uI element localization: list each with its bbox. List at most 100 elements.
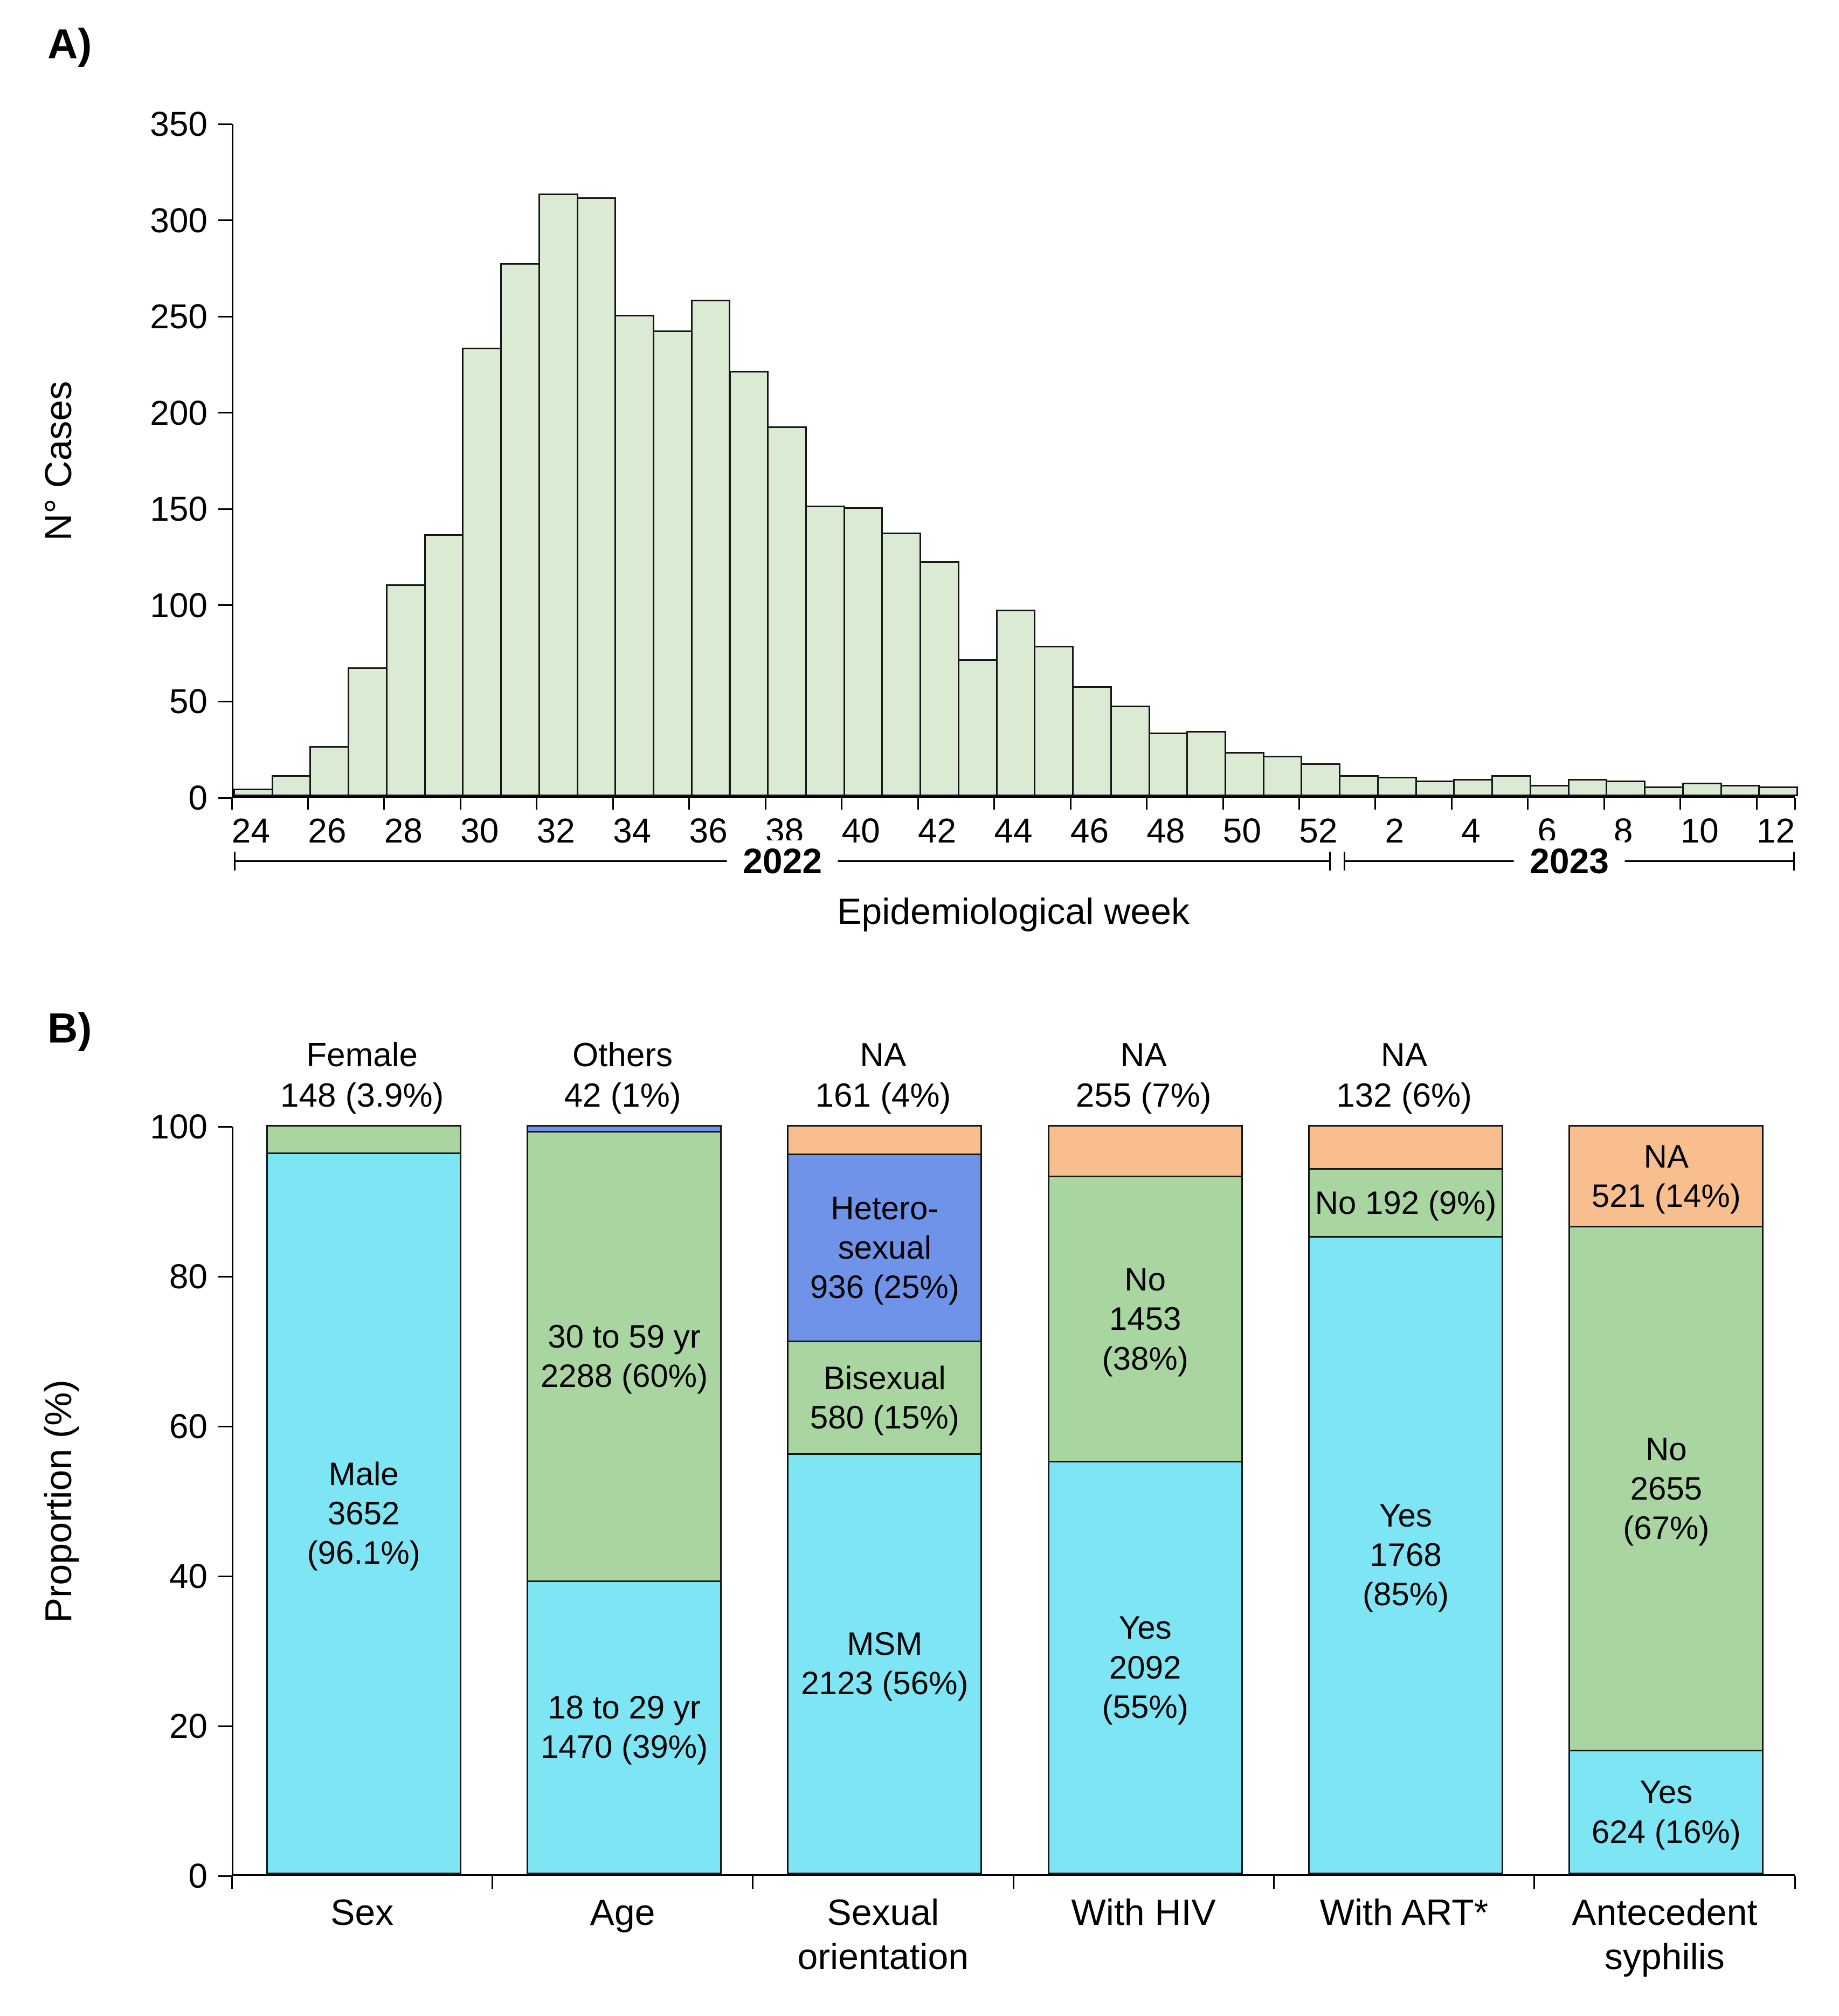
- stacked-segment-yes: Yes 2092 (55%): [1047, 1460, 1243, 1874]
- y-tick-label: 100: [150, 585, 208, 625]
- y-axis-tick: [218, 1126, 232, 1128]
- x-tick-label: 48: [1146, 811, 1185, 850]
- histogram-bar: [1377, 777, 1417, 796]
- x-tick-label: 52: [1299, 811, 1338, 850]
- segment-label: Yes 624 (16%): [1591, 1774, 1741, 1850]
- y-axis-tick: [218, 219, 232, 222]
- above-bar-label: Others 42 (1%): [564, 1037, 681, 1114]
- x-axis-tick: [1533, 1876, 1536, 1889]
- histogram-plot-area: [232, 124, 1798, 798]
- histogram-bar: [1110, 706, 1150, 796]
- y-axis-tick: [218, 604, 232, 606]
- histogram-bar: [881, 532, 922, 796]
- y-tick-label: 20: [169, 1707, 208, 1745]
- histogram-bar: [1072, 686, 1112, 796]
- y-tick-label: 0: [188, 1856, 208, 1895]
- histogram-bar: [309, 746, 350, 796]
- stacked-segment-yes: Yes 624 (16%): [1568, 1750, 1764, 1874]
- panel-b-label: B): [47, 1004, 92, 1052]
- x-tick-label: 28: [384, 811, 423, 850]
- above-bar-label: Female 148 (3.9%): [280, 1037, 444, 1114]
- x-tick-label: 24: [231, 811, 270, 850]
- x-tick-label: 40: [841, 811, 880, 850]
- histogram-bar: [1415, 781, 1455, 796]
- histogram-bar: [690, 299, 731, 796]
- y-tick-label: 300: [150, 201, 208, 240]
- stacked-segment-female: [266, 1125, 461, 1155]
- stacked-segment-30-to-59-yr: 30 to 59 yr 2288 (60%): [527, 1130, 722, 1582]
- x-axis-tick: [1794, 1876, 1796, 1889]
- x-axis-tick: [1222, 798, 1224, 810]
- year-bracket: 2023: [1344, 840, 1795, 881]
- y-tick-label: 100: [150, 1107, 208, 1146]
- category-label: Age: [590, 1892, 655, 1933]
- segment-label: No 2655 (67%): [1623, 1431, 1710, 1546]
- x-axis-tick: [231, 798, 233, 810]
- stacked-bar-plot-area: Male 3652 (96.1%) 18 to 29 yr 1470 (39%) 3…: [232, 1125, 1795, 1876]
- histogram-bar: [233, 788, 273, 796]
- x-axis-tick: [1679, 798, 1682, 810]
- y-axis-tick: [218, 508, 232, 510]
- segment-label: Hetero- sexual 936 (25%): [810, 1190, 959, 1306]
- x-axis-tick: [1012, 1876, 1014, 1889]
- stacked-segment-heterosexual: Hetero- sexual 936 (25%): [787, 1153, 983, 1343]
- stacked-segment-na: NA 521 (14%): [1568, 1125, 1764, 1228]
- x-axis-tick: [1374, 798, 1377, 810]
- histogram-bar: [424, 534, 464, 796]
- histogram-bar: [995, 609, 1036, 796]
- histogram-bar: [920, 561, 959, 796]
- panel-a-label: A): [47, 20, 92, 67]
- y-tick-label: 80: [169, 1257, 208, 1296]
- segment-label: NA 521 (14%): [1591, 1138, 1741, 1214]
- segment-label: Yes 2092 (55%): [1102, 1610, 1188, 1725]
- x-tick-label: 34: [613, 811, 652, 850]
- y-axis-tick: [218, 315, 232, 317]
- x-axis-tick: [1273, 1876, 1275, 1889]
- x-axis-tick: [1755, 798, 1758, 810]
- x-tick-label: 30: [460, 811, 499, 850]
- histogram-bar: [1186, 730, 1226, 796]
- histogram-bar: [1339, 775, 1379, 796]
- year-label: 2023: [1513, 840, 1626, 881]
- x-axis-title-epiweek: Epidemiological week: [837, 891, 1190, 932]
- x-axis-tick: [1298, 798, 1300, 810]
- stacked-segment-no: No 1453 (38%): [1047, 1176, 1243, 1462]
- histogram-bar: [767, 426, 807, 796]
- y-tick-label: 250: [150, 297, 208, 336]
- x-axis-tick: [841, 798, 843, 810]
- x-axis-tick: [752, 1876, 754, 1889]
- stacked-segment-msm: MSM 2123 (56%): [787, 1453, 983, 1874]
- histogram-bar: [729, 370, 769, 796]
- y-tick-label: 150: [150, 489, 208, 529]
- stacked-segment-no: No 2655 (67%): [1568, 1226, 1764, 1752]
- stacked-segment-na: [1047, 1125, 1243, 1178]
- y-axis-tick: [218, 412, 232, 414]
- segment-label: Yes 1768 (85%): [1362, 1497, 1449, 1613]
- x-tick-label: 10: [1680, 811, 1719, 850]
- histogram-bar: [1453, 778, 1494, 796]
- x-axis-tick: [1603, 798, 1605, 810]
- histogram-bar: [1491, 775, 1531, 796]
- x-tick-label: 36: [689, 811, 728, 850]
- y-tick-label: 50: [169, 682, 208, 721]
- segment-label: 30 to 59 yr 2288 (60%): [540, 1318, 708, 1394]
- y-axis-tick: [218, 1725, 232, 1727]
- histogram-bar: [538, 194, 578, 796]
- stacked-segment-na: [787, 1125, 983, 1155]
- y-axis-title-cases: N° Cases: [37, 381, 79, 541]
- segment-label: No 192 (9%): [1315, 1184, 1497, 1221]
- stacked-segment-others: [527, 1125, 722, 1133]
- category-label: Antecedent syphilis: [1572, 1892, 1758, 1977]
- y-axis-title-proportion: Proportion (%): [37, 1379, 79, 1623]
- y-axis-tick: [218, 1575, 232, 1577]
- histogram-bar: [1034, 646, 1074, 796]
- segment-label: MSM 2123 (56%): [801, 1626, 969, 1702]
- histogram-bar: [1225, 751, 1264, 796]
- segment-label: No 1453 (38%): [1102, 1261, 1188, 1377]
- y-axis-tick: [218, 700, 232, 702]
- histogram-bar: [614, 315, 655, 796]
- category-label: With HIV: [1071, 1892, 1216, 1933]
- stacked-segment-bisexual: Bisexual 580 (15%): [787, 1341, 983, 1455]
- histogram-bar: [653, 330, 693, 796]
